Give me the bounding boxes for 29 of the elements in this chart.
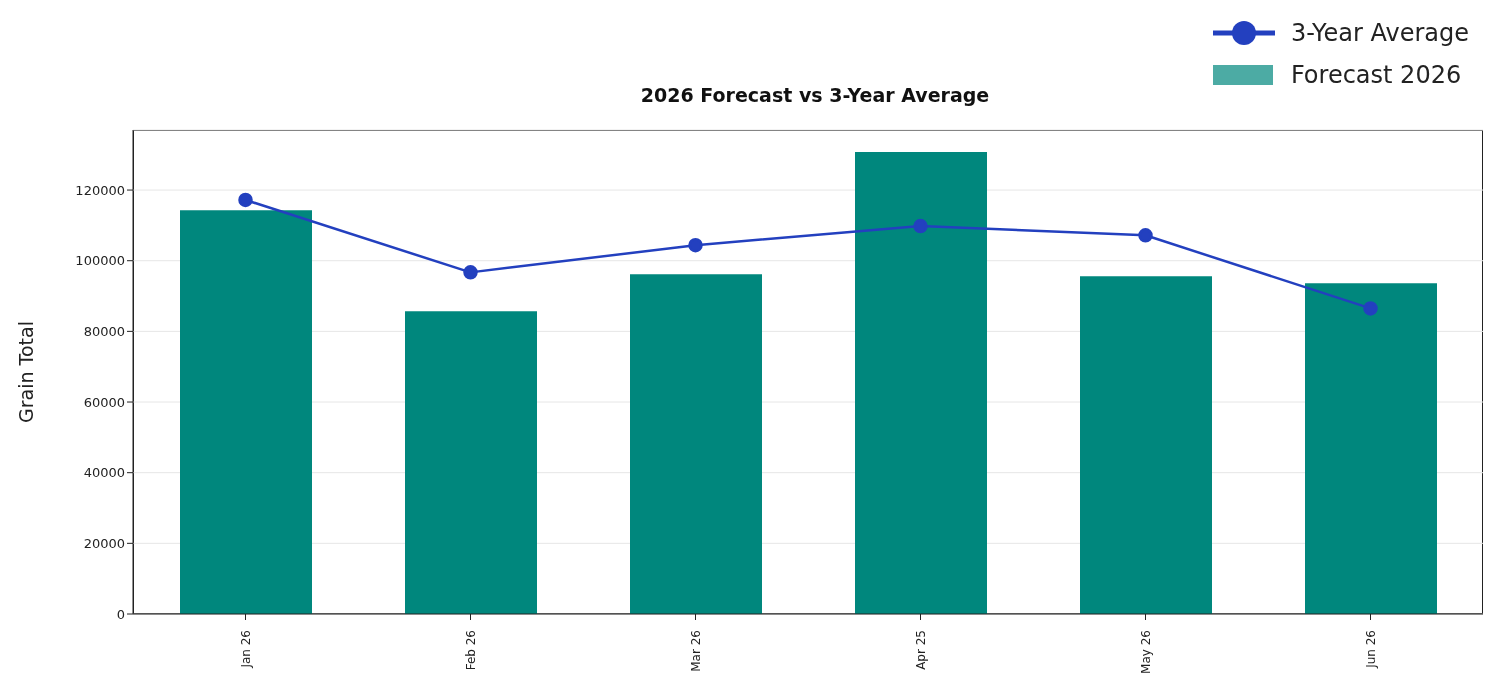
x-tick-label: May 26 xyxy=(1138,630,1153,674)
bar xyxy=(855,151,987,614)
y-tick-label: 40000 xyxy=(83,465,125,481)
y-tick-label: 80000 xyxy=(83,323,125,339)
x-tick-label: Feb 26 xyxy=(463,630,478,671)
legend-label: 3-Year Average xyxy=(1290,19,1469,47)
x-tick-label: Jan 26 xyxy=(238,630,253,669)
y-tick-label: 20000 xyxy=(83,535,125,551)
point xyxy=(1138,228,1153,243)
legend-label: Forecast 2026 xyxy=(1290,61,1462,89)
bar xyxy=(405,311,537,614)
y-tick-label: 60000 xyxy=(83,394,125,410)
y-axis-title: Grain Total xyxy=(14,321,37,423)
x-tick-label: Mar 26 xyxy=(688,630,703,672)
point xyxy=(463,265,478,280)
y-tick-label: 120000 xyxy=(75,182,125,198)
point xyxy=(238,192,253,208)
point xyxy=(913,218,928,234)
x-tick-label: Apr 25 xyxy=(913,630,928,670)
y-tick-label: 100000 xyxy=(75,253,125,269)
bar xyxy=(1080,276,1212,614)
chart-title: 2026 Forecast vs 3-Year Average xyxy=(640,84,990,106)
bar xyxy=(180,210,312,614)
bar xyxy=(630,274,762,614)
y-tick-label: 0 xyxy=(116,606,125,622)
bar xyxy=(1305,283,1437,614)
point xyxy=(688,237,703,253)
point xyxy=(1363,301,1378,316)
x-tick-label: Jun 26 xyxy=(1363,630,1378,669)
